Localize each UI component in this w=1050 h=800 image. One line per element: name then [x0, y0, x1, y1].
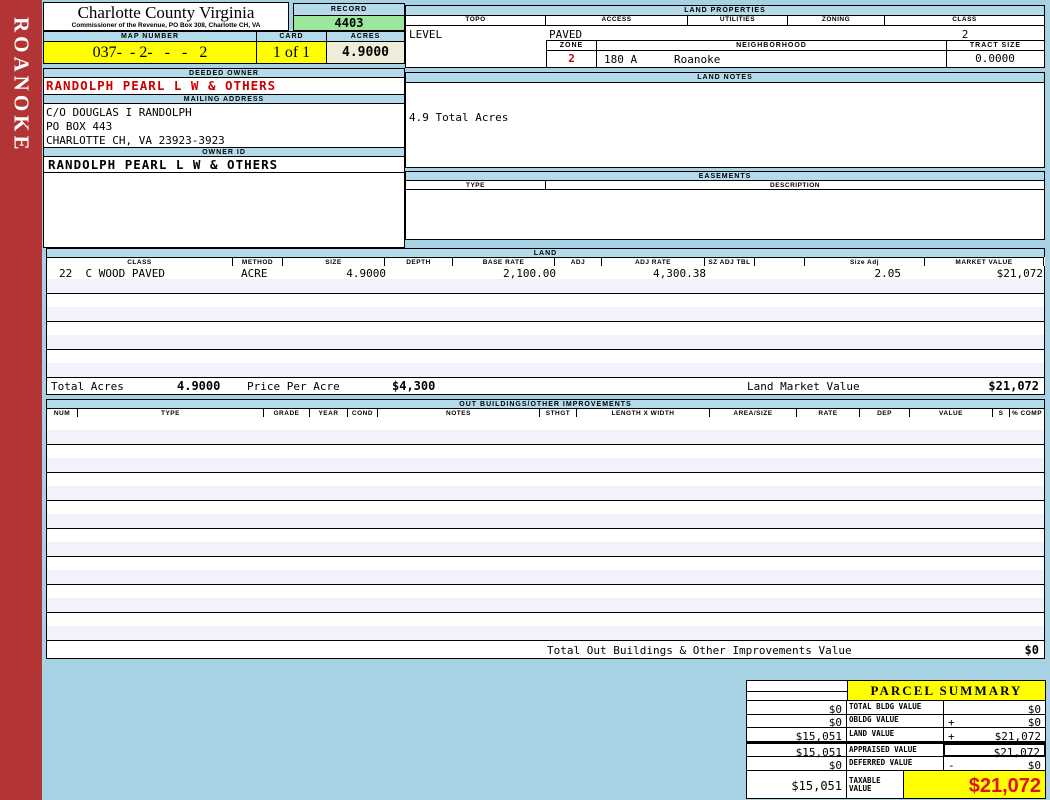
access-value: PAVED [549, 28, 583, 41]
address-line-2: PO BOX 443 [46, 120, 113, 133]
acres-value: 4.9000 [326, 41, 405, 64]
neighborhood-code: 180 A [604, 53, 638, 66]
price-per-acre-value: $4,300 [392, 379, 436, 393]
out-buildings-body [46, 417, 1045, 641]
parcel-row-total-bldg: $0 TOTAL BLDG VALUE $0 [747, 701, 1045, 716]
address-line-1: C/O DOUGLAS I RANDOLPH [46, 106, 192, 119]
parcel-row-taxable: $15,051 TAXABLE VALUE $21,072 [747, 771, 1045, 798]
class-value: 2 [961, 28, 969, 41]
tract-size-value: 0.0000 [946, 50, 1045, 68]
district-sidebar [0, 0, 42, 800]
land-row-base-rate: 2,100.00 [503, 267, 556, 280]
land-row-size: 4.9000 [346, 267, 386, 280]
op: + [948, 716, 955, 729]
land-row-size-adj: 2.05 [874, 267, 902, 280]
value: $21,072 [993, 746, 1040, 759]
value: $21,072 [994, 730, 1041, 743]
land-totals-row: Total Acres 4.9000 Price Per Acre $4,300… [46, 377, 1045, 395]
parcel-row-appraised: $15,051 APPRAISED VALUE $21,072 [747, 742, 1046, 759]
land-row-method: ACRE [241, 267, 268, 280]
county-title: Charlotte County Virginia [77, 3, 255, 22]
land-notes-box: 4.9 Total Acres [405, 82, 1045, 168]
total-acres-value: 4.9000 [177, 379, 221, 393]
mailing-address-box: C/O DOUGLAS I RANDOLPH PO BOX 443 CHARLO… [43, 103, 405, 148]
land-market-value-label: Land Market Value [747, 380, 860, 393]
land-note-text: 4.9 Total Acres [409, 111, 509, 124]
parcel-summary: PARCEL SUMMARY $0 TOTAL BLDG VALUE $0 $0… [746, 680, 1046, 799]
commissioner-line: Commissioner of the Revenue, PO Box 308,… [71, 22, 261, 29]
zone-value: 2 [546, 50, 597, 68]
land-row-market-value: $21,072 [996, 267, 1043, 280]
neighborhood-value-box: 180 A Roanoke [596, 50, 947, 68]
parcel-row-land: $15,051 LAND VALUE + $21,072 [747, 728, 1045, 743]
parcel-row-deferred: $0 DEFERRED VALUE - $0 [747, 757, 1045, 772]
easements-box [405, 189, 1045, 240]
parcel-row-obldg: $0 OBLDG VALUE + $0 [747, 715, 1045, 729]
op: - [948, 759, 955, 772]
land-table-body: 22 C WOOD PAVED ACRE 4.9000 2,100.00 4,3… [46, 266, 1045, 378]
county-title-box: Charlotte County Virginia Commissioner o… [43, 2, 289, 31]
out-buildings-total-value: $0 [1024, 643, 1039, 657]
land-row-adj-rate: 4,300.38 [653, 267, 706, 280]
total-acres-label: Total Acres [51, 380, 124, 393]
value: $0 [1027, 759, 1041, 772]
owner-spacer-box [43, 172, 405, 248]
district-name: ROANOKE [9, 16, 34, 154]
parcel-summary-left-header [747, 681, 848, 700]
deeded-owner-value: RANDOLPH PEARL L W & OTHERS [43, 77, 405, 95]
topo-value: LEVEL [409, 28, 443, 41]
price-per-acre-label: Price Per Acre [247, 380, 340, 393]
address-line-3: CHARLOTTE CH, VA 23923-3923 [46, 134, 225, 147]
land-market-value-total: $21,072 [988, 379, 1039, 393]
value: $0 [1027, 703, 1041, 716]
value: $0 [1027, 716, 1041, 729]
map-number-value: 037- - 2- - - 2 [43, 41, 257, 64]
out-buildings-total-label: Total Out Buildings & Other Improvements… [547, 644, 852, 657]
op: + [948, 730, 955, 743]
owner-id-value: RANDOLPH PEARL L W & OTHERS [43, 156, 405, 173]
record-value: 4403 [293, 15, 405, 31]
land-row-class: 22 C WOOD PAVED [59, 267, 165, 280]
out-buildings-total-row: Total Out Buildings & Other Improvements… [46, 640, 1045, 659]
taxable-value: $21,072 [904, 771, 1045, 798]
card-value: 1 of 1 [256, 41, 327, 64]
neighborhood-name: Roanoke [674, 53, 721, 66]
parcel-summary-title: PARCEL SUMMARY [848, 681, 1045, 700]
